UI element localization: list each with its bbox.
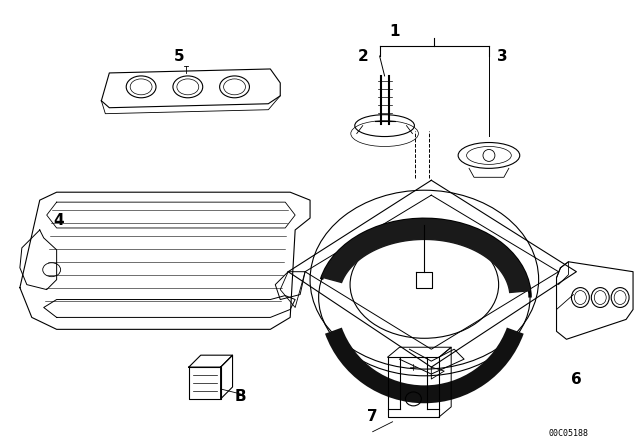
Text: 7: 7 [367,409,378,424]
Text: 5: 5 [173,48,184,64]
Polygon shape [322,219,530,293]
Text: 3: 3 [497,48,507,64]
Text: 4: 4 [53,212,64,228]
Wedge shape [325,327,524,403]
Text: 00C05188: 00C05188 [548,429,588,438]
Text: 2: 2 [357,48,368,64]
Text: 1: 1 [389,24,400,39]
Text: 6: 6 [571,371,582,387]
Text: B: B [235,389,246,405]
